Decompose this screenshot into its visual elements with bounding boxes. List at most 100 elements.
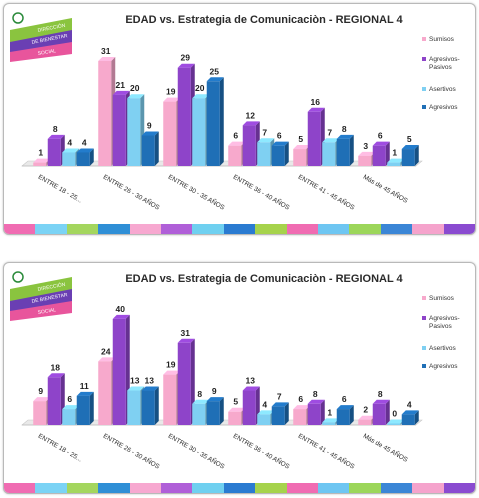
bar-front xyxy=(242,390,256,425)
stripe-segment xyxy=(223,224,256,234)
data-label: 7 xyxy=(262,127,267,137)
bar-5-4 xyxy=(336,405,354,425)
legend-swatch xyxy=(422,364,426,368)
legend-swatch xyxy=(422,37,426,41)
x-tick-label: ENTRE 30 - 35 AÑOS xyxy=(167,172,227,212)
stripe-segment xyxy=(4,224,36,234)
stripe-segment xyxy=(286,483,319,493)
legend-label: Agresivos xyxy=(429,363,458,370)
bar-top xyxy=(242,121,260,126)
data-label: 1 xyxy=(327,407,332,417)
data-label: 6 xyxy=(233,131,238,141)
legend-swatch xyxy=(422,57,426,61)
data-label: 21 xyxy=(116,80,126,90)
bar-top xyxy=(322,418,340,423)
bar-front xyxy=(257,142,271,166)
legend-swatch xyxy=(422,296,426,300)
bar-front xyxy=(127,390,141,425)
bar-top xyxy=(387,419,405,424)
bar-4-4 xyxy=(271,402,289,425)
bar-top xyxy=(47,373,65,378)
bar-6-2 xyxy=(372,141,390,166)
bar-front xyxy=(387,423,401,425)
bar-front xyxy=(98,361,112,425)
data-label: 9 xyxy=(38,386,43,396)
bar-top xyxy=(307,107,325,112)
bar-3-3 xyxy=(192,94,210,166)
bar-2-2 xyxy=(112,314,130,425)
bar-top xyxy=(336,134,354,139)
data-label: 8 xyxy=(378,389,383,399)
stripe-segment xyxy=(255,483,287,493)
bar-front xyxy=(322,142,336,166)
bar-top xyxy=(358,415,376,420)
bar-front xyxy=(141,390,155,425)
bar-1-1 xyxy=(33,397,51,425)
data-label: 16 xyxy=(311,97,321,107)
bar-side xyxy=(414,410,419,425)
bar-2-3 xyxy=(127,94,145,166)
data-label: 9 xyxy=(212,386,217,396)
bar-1-4 xyxy=(76,148,94,166)
bar-top xyxy=(141,386,159,391)
bar-front xyxy=(192,98,206,166)
data-label: 5 xyxy=(407,134,412,144)
decorative-color-stripe xyxy=(4,224,475,234)
bar-5-1 xyxy=(293,145,311,166)
bar-front xyxy=(62,152,76,166)
bar-4-4 xyxy=(271,141,289,166)
legend-label: Asertivos xyxy=(429,86,456,93)
stripe-segment xyxy=(98,483,130,493)
bar-front xyxy=(127,98,141,166)
bar-front xyxy=(206,81,220,166)
bar-top xyxy=(76,148,94,153)
data-label: 19 xyxy=(166,87,176,97)
bar-top xyxy=(336,405,354,410)
bar-5-4 xyxy=(336,134,354,166)
logo-badge: DIRECCIÓN DE BIENESTAR SOCIAL xyxy=(10,12,72,62)
decorative-color-stripe xyxy=(4,483,475,493)
data-label: 8 xyxy=(313,389,318,399)
data-label: 6 xyxy=(298,394,303,404)
stripe-segment xyxy=(161,224,193,234)
bar-front xyxy=(192,403,206,425)
x-tick-label: ENTRE 30 - 35 AÑOS xyxy=(167,431,227,471)
bar-front xyxy=(112,318,126,425)
bar-front xyxy=(387,162,401,166)
x-tick-label: ENTRE 41 - 45 AÑOS xyxy=(297,172,357,212)
legend-swatch xyxy=(422,346,426,350)
bar-top xyxy=(192,94,210,99)
bar-top xyxy=(98,56,116,61)
bar-front xyxy=(372,145,386,166)
x-tick-label: ENTRE 41 - 45 AÑOS xyxy=(297,431,357,471)
bar-front xyxy=(322,422,336,425)
data-label: 25 xyxy=(210,66,220,76)
bar-front xyxy=(358,419,372,425)
bar-side xyxy=(89,148,94,166)
stripe-segment xyxy=(66,483,99,493)
data-label: 8 xyxy=(197,389,202,399)
legend-label: Sumisos xyxy=(429,36,454,43)
bar-4-1 xyxy=(228,141,246,166)
bar-top xyxy=(177,63,195,68)
data-label: 31 xyxy=(181,328,191,338)
data-label: 24 xyxy=(101,346,111,356)
bar-top xyxy=(206,397,224,402)
logo-badge: DIRECCIÓN DE BIENESTAR SOCIAL xyxy=(10,271,72,321)
bar-1-2 xyxy=(47,373,65,425)
bar-front xyxy=(293,149,307,166)
bar-2-4 xyxy=(141,386,159,425)
bar-top xyxy=(387,158,405,163)
data-label: 4 xyxy=(67,137,72,147)
data-label: 6 xyxy=(277,131,282,141)
stripe-segment xyxy=(318,224,350,234)
x-tick-label: ENTRE 26 - 30 AÑOS xyxy=(102,431,162,471)
bar-top xyxy=(293,145,311,150)
bar-3-2 xyxy=(177,338,195,425)
data-label: 9 xyxy=(147,121,152,131)
legend-swatch xyxy=(422,87,426,91)
stripe-segment xyxy=(129,483,162,493)
stripe-segment xyxy=(35,483,67,493)
bar-1-3 xyxy=(62,148,80,166)
